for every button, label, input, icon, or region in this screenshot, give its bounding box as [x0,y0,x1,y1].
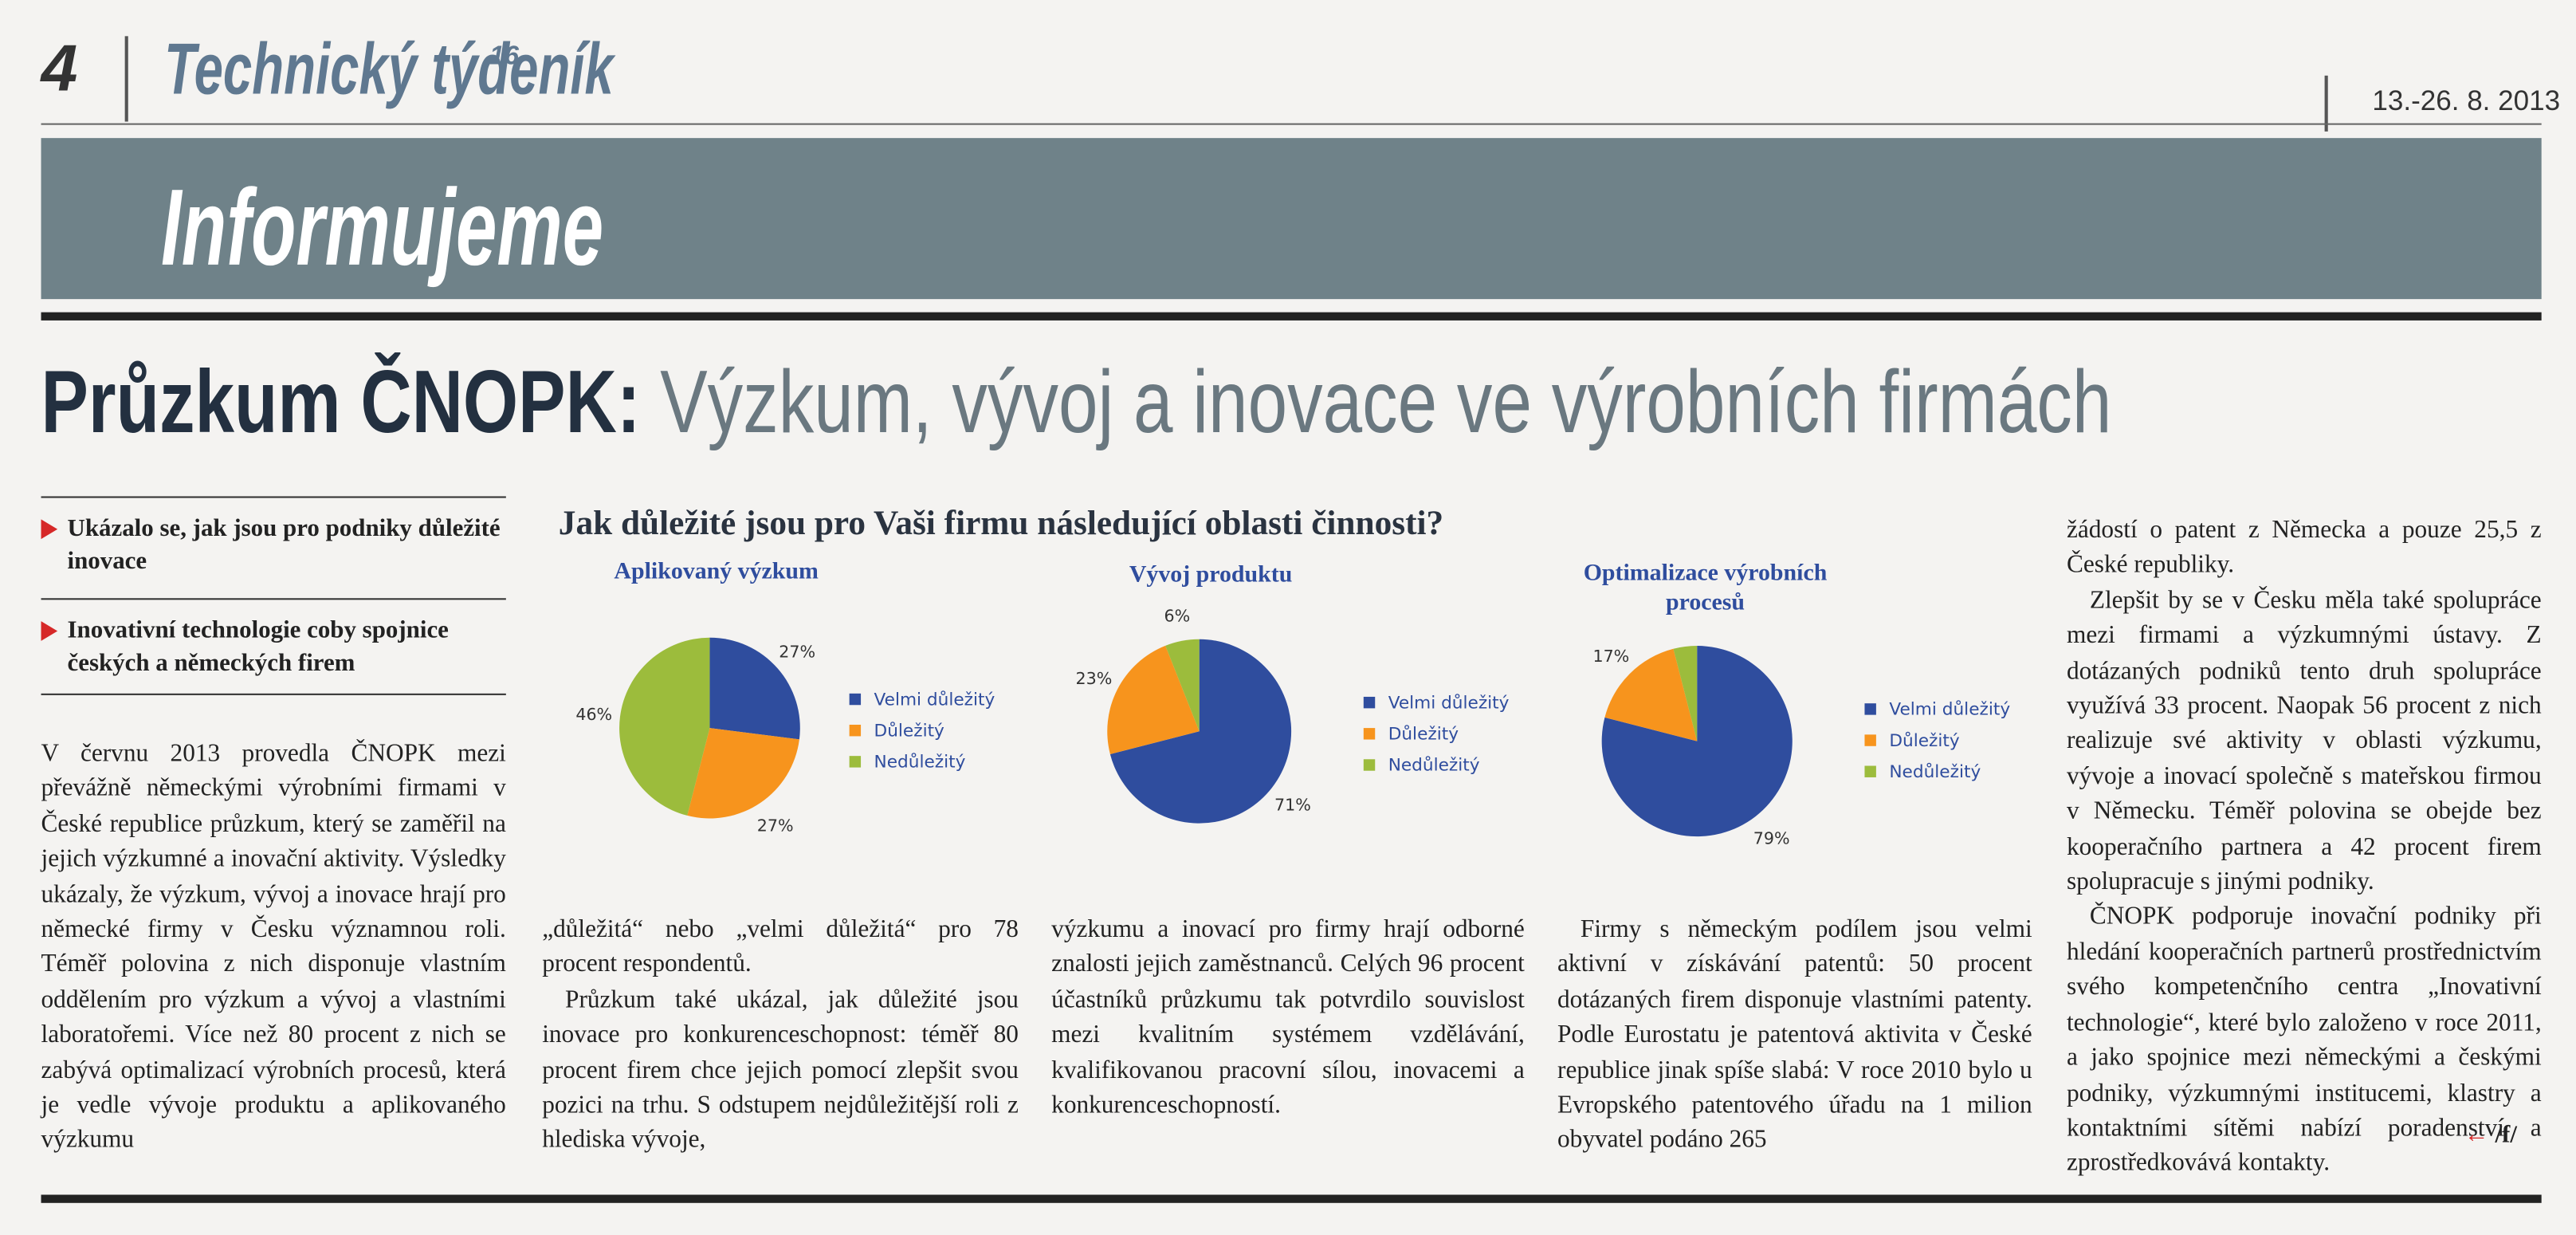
column: Firmy s německým podílem jsou velmi akti… [1557,912,2032,1158]
issue-number: 16 [489,42,519,71]
header-divider [124,36,128,122]
column: výzkumu a inovací pro firmy hrají odborn… [1051,912,1525,1123]
paragraph: Firmy s německým podílem jsou velmi akti… [1557,915,2032,1154]
pie-slice [687,728,799,819]
legend-label: Velmi důležitý [874,690,995,710]
paragraph: Zlepšit by se v Česku měla také spoluprá… [2066,586,2542,896]
column: „důležitá“ nebo „velmi důležitá“ pro 78 … [542,912,1019,1158]
legend-label: Nedůležitý [1388,756,1480,776]
pie-slice [709,637,800,740]
legend-label: Důležitý [1388,725,1459,745]
legend-swatch [1363,728,1376,740]
legend-label: Důležitý [1889,731,1960,751]
chart-title: Optimalizace výrobních procesů [1584,560,1828,616]
paragraph: výzkumu a inovací pro firmy hrají odborn… [1051,915,1525,1119]
slice-label: 79% [1753,828,1790,848]
slice-label: 27% [779,643,815,662]
author-tag: /f/ [2495,1122,2517,1149]
legend-swatch [1363,696,1376,709]
paragraph: žádostí o patent z Německa a pouze 25,5 … [2066,516,2542,580]
date-divider [2324,75,2327,132]
page-number: 4 [41,33,78,105]
paragraph: Průzkum také ukázal, jak důležité jsou i… [542,985,1019,1154]
slice-label: 71% [1274,795,1311,814]
column: žádostí o patent z Německa a pouze 25,5 … [2067,513,2542,1181]
pie-slice [1673,646,1698,741]
slice-label: 23% [1076,669,1113,688]
legend-swatch [1363,759,1376,771]
slice-label: 27% [757,816,794,835]
section-title: Informujeme [160,166,604,288]
legend-swatch [1864,703,1876,715]
header-rule [41,123,2542,125]
headline-rest: Výzkum, vývoj a inovace ve výrobních fir… [640,353,2112,452]
pie-slice [1109,639,1292,824]
legend-swatch [1864,765,1876,777]
pie-slice [1107,645,1200,754]
signature: ← /f/ [2464,1122,2517,1149]
chart-title: Aplikovaný výzkum [614,558,819,584]
pie-slice [1601,646,1793,837]
paragraph: „důležitá“ nebo „velmi důležitá“ pro 78 … [542,915,1019,979]
slice-label: 6% [1164,607,1191,626]
slice-label: 17% [1592,647,1629,666]
legend-label: Nedůležitý [874,753,966,773]
column: V červnu 2013 provedla ČNOPK mezi převáž… [41,736,506,1158]
sidebar-point: Inovativní technologie coby spojnice čes… [41,598,506,695]
footer-rule [41,1194,2542,1203]
legend-label: Velmi důležitý [1388,693,1510,713]
pie-slice [1165,639,1200,732]
chart-heading: Jak důležité jsou pro Vaši firmu následu… [558,502,1444,543]
legend-label: Nedůležitý [1889,762,1981,782]
paragraph: ČNOPK podporuje inovační podniky při hle… [2066,903,2542,1178]
pie-slice [619,637,710,816]
legend-swatch [849,756,862,768]
legend-label: Velmi důležitý [1889,700,2010,720]
legend-swatch [1864,734,1876,746]
legend-swatch [849,724,862,737]
sidebar-point: Ukázalo se, jak jsou pro podniky důležit… [41,496,506,578]
headline-lead: Průzkum ČNOPK: [41,353,641,452]
masthead: Technický týdeník [164,29,614,111]
chart-title: Vývoj produktu [1129,561,1293,588]
slice-label: 46% [575,705,612,724]
headline-rule [41,312,2542,321]
pie-slice [1604,648,1698,741]
legend-swatch [849,693,862,706]
paragraph: V červnu 2013 provedla ČNOPK mezi převáž… [41,739,506,1154]
section-band [41,138,2542,300]
legend-label: Důležitý [874,721,945,741]
issue-date: 13.-26. 8. 2013 [2372,85,2561,117]
